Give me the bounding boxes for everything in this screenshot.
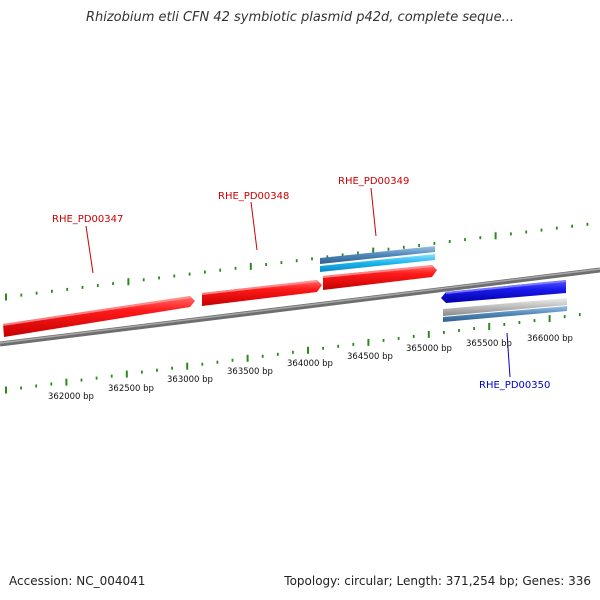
feature-track-steel-blue-lower[interactable] (443, 306, 567, 322)
scale-label-362000: 362000 bp (48, 392, 94, 402)
leader-line-rhe-pd00347 (85, 225, 94, 274)
feature-track-gray[interactable] (443, 298, 567, 316)
feature-track-steel-blue[interactable] (320, 246, 435, 264)
lower-tick-track (5, 313, 581, 394)
gene-arrow-rhe-pd00347[interactable] (3, 296, 195, 337)
scale-label-364500: 364500 bp (347, 352, 393, 362)
gene-arrow-rhe-pd00348[interactable] (202, 280, 322, 306)
scale-label-365000: 365000 bp (406, 344, 452, 354)
gene-arrow-rhe-pd00350[interactable] (441, 280, 566, 303)
leader-line-rhe-pd00350 (506, 332, 511, 378)
topology-summary: Topology: circular; Length: 371,254 bp; … (284, 574, 591, 588)
gene-label-rhe-pd00348[interactable]: RHE_PD00348 (218, 191, 289, 202)
scale-label-363000: 363000 bp (167, 375, 213, 385)
scale-label-366000: 366000 bp (527, 334, 573, 344)
leader-line-rhe-pd00348 (250, 201, 258, 251)
backbone-highlight (0, 268, 600, 344)
gene-label-rhe-pd00350[interactable]: RHE_PD00350 (479, 380, 550, 391)
feature-track-light-blue[interactable] (320, 254, 435, 272)
gene-label-rhe-pd00349[interactable]: RHE_PD00349 (338, 176, 409, 187)
scale-label-362500: 362500 bp (108, 384, 154, 394)
scale-label-364000: 364000 bp (287, 359, 333, 369)
scale-label-365500: 365500 bp (466, 339, 512, 349)
leader-line-rhe-pd00349 (370, 187, 377, 237)
sequence-title: Rhizobium etli CFN 42 symbiotic plasmid … (85, 10, 515, 25)
backbone-line (0, 267, 600, 347)
gene-arrow-rhe-pd00349[interactable] (323, 265, 437, 290)
accession-text: Accession: NC_004041 (9, 574, 146, 588)
gene-label-rhe-pd00347[interactable]: RHE_PD00347 (52, 214, 123, 225)
scale-label-363500: 363500 bp (227, 367, 273, 377)
